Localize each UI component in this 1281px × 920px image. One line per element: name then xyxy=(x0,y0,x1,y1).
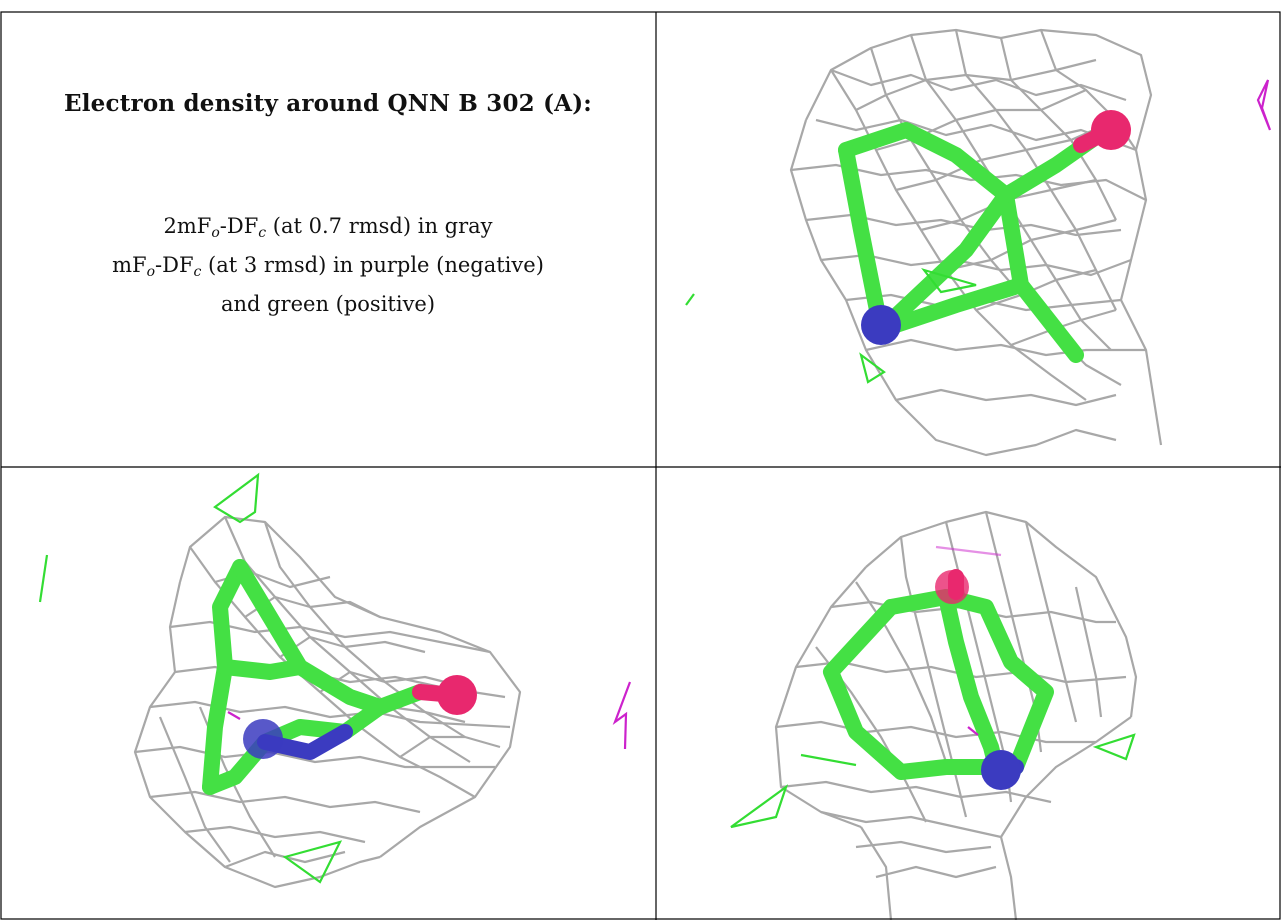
density-view-3 xyxy=(656,467,1281,920)
positive-density-blob xyxy=(213,472,260,524)
oxygen-atom xyxy=(1091,110,1131,150)
legend-line-fofc: mFo-DFc (at 3 rmsd) in purple (negative) xyxy=(112,253,544,280)
legend-line-colors: and green (positive) xyxy=(220,292,436,316)
legend-line-2fofc: 2mFo-DFc (at 0.7 rmsd) in gray xyxy=(163,214,493,241)
density-render-2 xyxy=(38,472,632,889)
density-render-3 xyxy=(730,510,1138,920)
oxygen-atom xyxy=(935,570,969,604)
negative-density-blob xyxy=(1256,79,1272,131)
density-view-1 xyxy=(656,0,1281,467)
positive-density-blob xyxy=(685,293,695,306)
positive-density-blob xyxy=(730,784,789,829)
density-render-1 xyxy=(685,28,1272,457)
legend-description: 2mFo-DFc (at 0.7 rmsd) in gray mFo-DFc (… xyxy=(0,210,656,320)
positive-density-blob xyxy=(282,840,343,884)
negative-density-blob xyxy=(227,711,241,720)
nitrogen-atom xyxy=(981,750,1021,790)
legend-cell: Electron density around QNN B 302 (A): 2… xyxy=(0,0,656,467)
positive-density-blob xyxy=(800,753,857,767)
figure-title: Electron density around QNN B 302 (A): xyxy=(64,90,592,117)
positive-density-blob xyxy=(38,554,49,603)
nitrogen-atom xyxy=(861,305,901,345)
oxygen-atom xyxy=(437,675,477,715)
density-view-2 xyxy=(0,467,656,920)
negative-density-blob xyxy=(935,545,1002,557)
negative-density-blob xyxy=(612,681,632,750)
nitrogen-atom xyxy=(243,719,283,759)
